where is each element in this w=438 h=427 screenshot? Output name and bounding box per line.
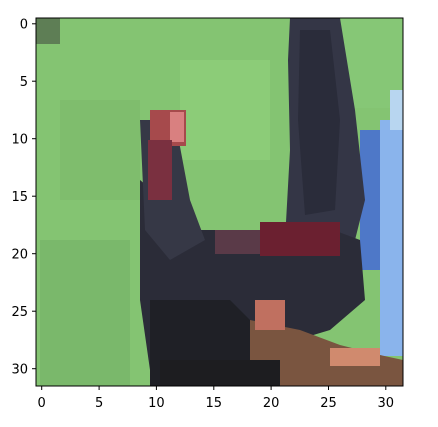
x-tick-label: 25 — [320, 396, 337, 411]
x-tick-label: 20 — [263, 396, 280, 411]
rooster-image — [36, 18, 403, 386]
x-axis: 0 5 10 15 20 25 30 — [38, 386, 395, 411]
grass-patch-1 — [60, 100, 140, 200]
light-blue-object — [380, 120, 403, 356]
x-tick-label: 5 — [95, 396, 103, 411]
rooster-head-red — [148, 140, 172, 200]
x-tick-label: 10 — [148, 396, 165, 411]
salmon-patch — [330, 348, 380, 366]
y-tick-label: 20 — [11, 247, 28, 262]
x-tick-label: 15 — [206, 396, 223, 411]
salmon-patch-2 — [255, 300, 285, 330]
grass-patch-top-left — [36, 18, 60, 44]
y-tick-label: 0 — [20, 18, 28, 33]
rooster-comb-highlight — [170, 112, 184, 142]
y-tick-label: 10 — [11, 132, 28, 147]
wattle-red — [260, 222, 340, 256]
y-axis: 0 5 10 15 20 25 30 — [11, 18, 36, 378]
y-tick-label: 15 — [11, 190, 28, 205]
grass-patch-2 — [180, 60, 270, 160]
grass-patch-3 — [40, 240, 130, 386]
light-blue-strip-top — [390, 90, 403, 130]
pinkish-feather — [215, 230, 260, 254]
dark-bottom — [160, 360, 280, 386]
x-tick-label: 0 — [38, 396, 46, 411]
y-tick-label: 30 — [11, 362, 28, 377]
y-tick-label: 5 — [20, 75, 28, 90]
x-tick-label: 30 — [378, 396, 395, 411]
y-tick-label: 25 — [11, 305, 28, 320]
